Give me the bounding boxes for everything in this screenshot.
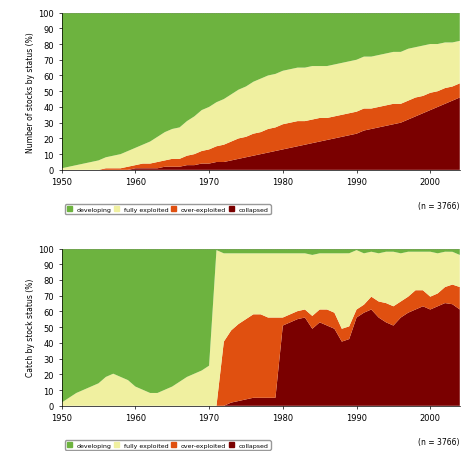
Y-axis label: Number of stocks by status (%): Number of stocks by status (%) (27, 32, 36, 152)
Legend: developing, fully exploited, over-exploited, collapsed: developing, fully exploited, over-exploi… (65, 441, 271, 450)
Y-axis label: Catch by stock status (%): Catch by stock status (%) (27, 278, 36, 377)
Legend: developing, fully exploited, over-exploited, collapsed: developing, fully exploited, over-exploi… (65, 205, 271, 214)
Text: (n = 3766): (n = 3766) (418, 202, 460, 211)
Text: (n = 3766): (n = 3766) (418, 437, 460, 446)
